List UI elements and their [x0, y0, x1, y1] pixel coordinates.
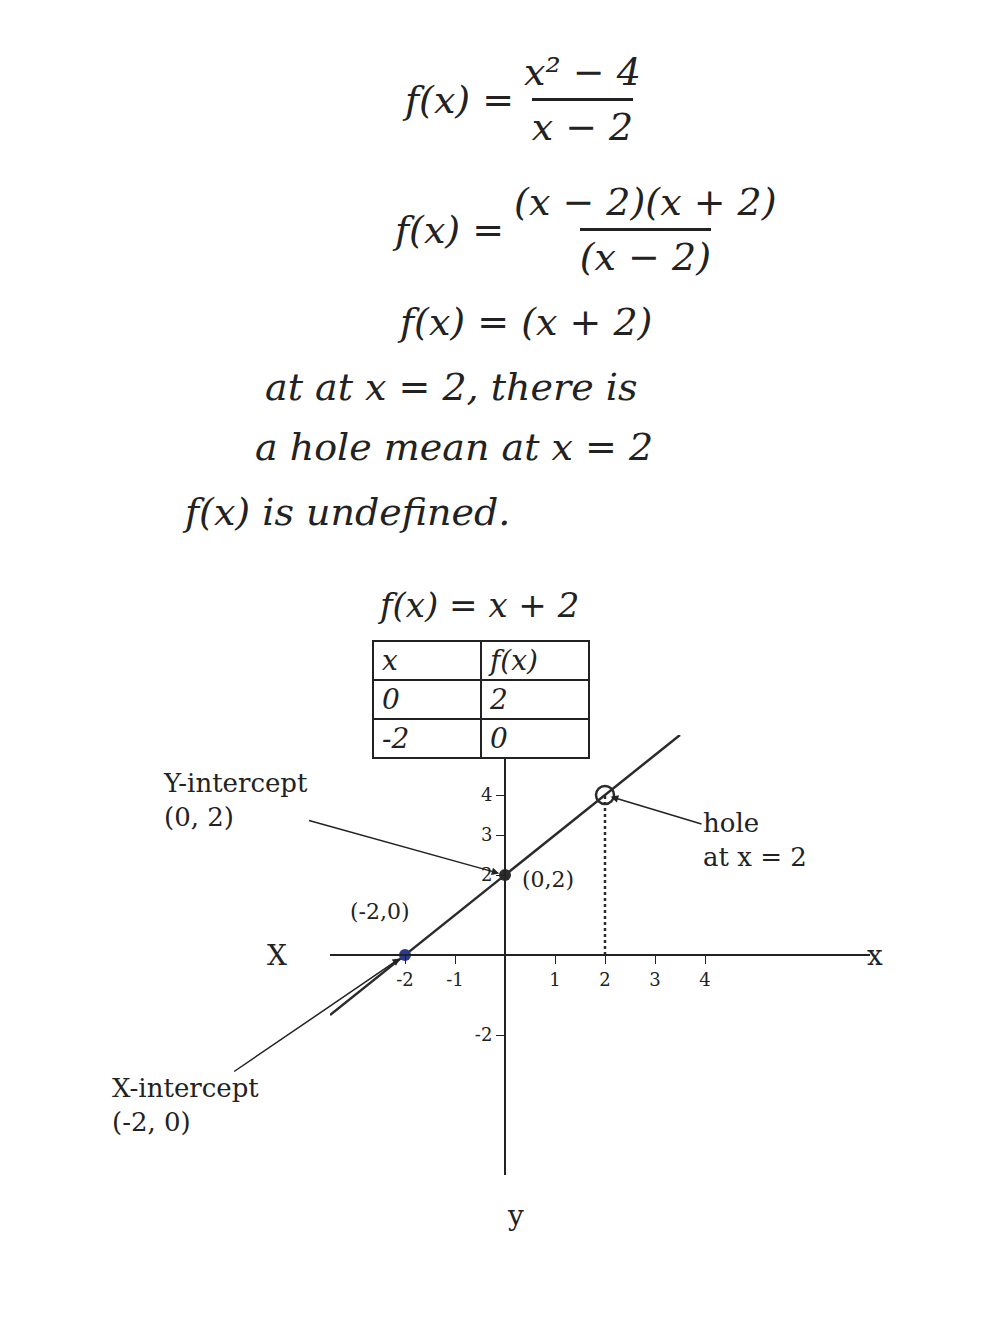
svg-text:3: 3 [649, 969, 660, 990]
html-text:(x − 2)(x + 2): (x − 2)(x + 2) [514, 180, 777, 224]
html-text:x − 2: x − 2 [531, 105, 634, 149]
html-text:f(x) =: f(x) = [395, 207, 505, 252]
svg-text:y: y [507, 1199, 524, 1232]
svg-text:X-intercept(-2, 0): X-intercept(-2, 0) [112, 1073, 259, 1137]
html-text:x² − 4: x² − 4 [524, 50, 641, 94]
svg-text:3: 3 [481, 824, 492, 845]
svg-text:1: 1 [549, 969, 560, 990]
html-text:f(x) =: f(x) = [405, 77, 515, 122]
svg-text:4: 4 [699, 969, 710, 990]
html-text:x: x [382, 644, 398, 677]
html-text:(x − 2): (x − 2) [579, 235, 711, 279]
svg-text:2: 2 [599, 969, 610, 990]
html-text:0: 0 [490, 722, 508, 755]
html-text:at at x = 2, there is: at at x = 2, there is [265, 365, 638, 409]
html-text:f(x) = x + 2: f(x) = x + 2 [380, 585, 580, 625]
svg-text:-2: -2 [475, 1024, 493, 1045]
html-text:2: 2 [490, 683, 508, 716]
svg-text:holeat x = 2: holeat x = 2 [703, 808, 807, 872]
svg-text:2: 2 [481, 864, 492, 885]
html-text:a hole mean at x = 2: a hole mean at x = 2 [255, 425, 654, 469]
html-text:f(x) is undefined.: f(x) is undefined. [185, 490, 511, 534]
html-text:0: 0 [382, 683, 400, 716]
html-text:f(x): f(x) [490, 644, 538, 677]
svg-text:Y-intercept(0, 2): Y-intercept(0, 2) [163, 768, 308, 832]
svg-text:x: x [867, 939, 883, 972]
svg-text:X: X [267, 939, 287, 972]
html-text:f(x) = (x + 2): f(x) = (x + 2) [400, 300, 653, 344]
svg-text:-2: -2 [396, 969, 414, 990]
svg-text:-1: -1 [446, 969, 464, 990]
html-text:-2: -2 [382, 722, 410, 755]
svg-text:(-2,0): (-2,0) [350, 899, 410, 924]
svg-text:(0,2): (0,2) [522, 867, 574, 892]
svg-text:4: 4 [481, 784, 492, 805]
